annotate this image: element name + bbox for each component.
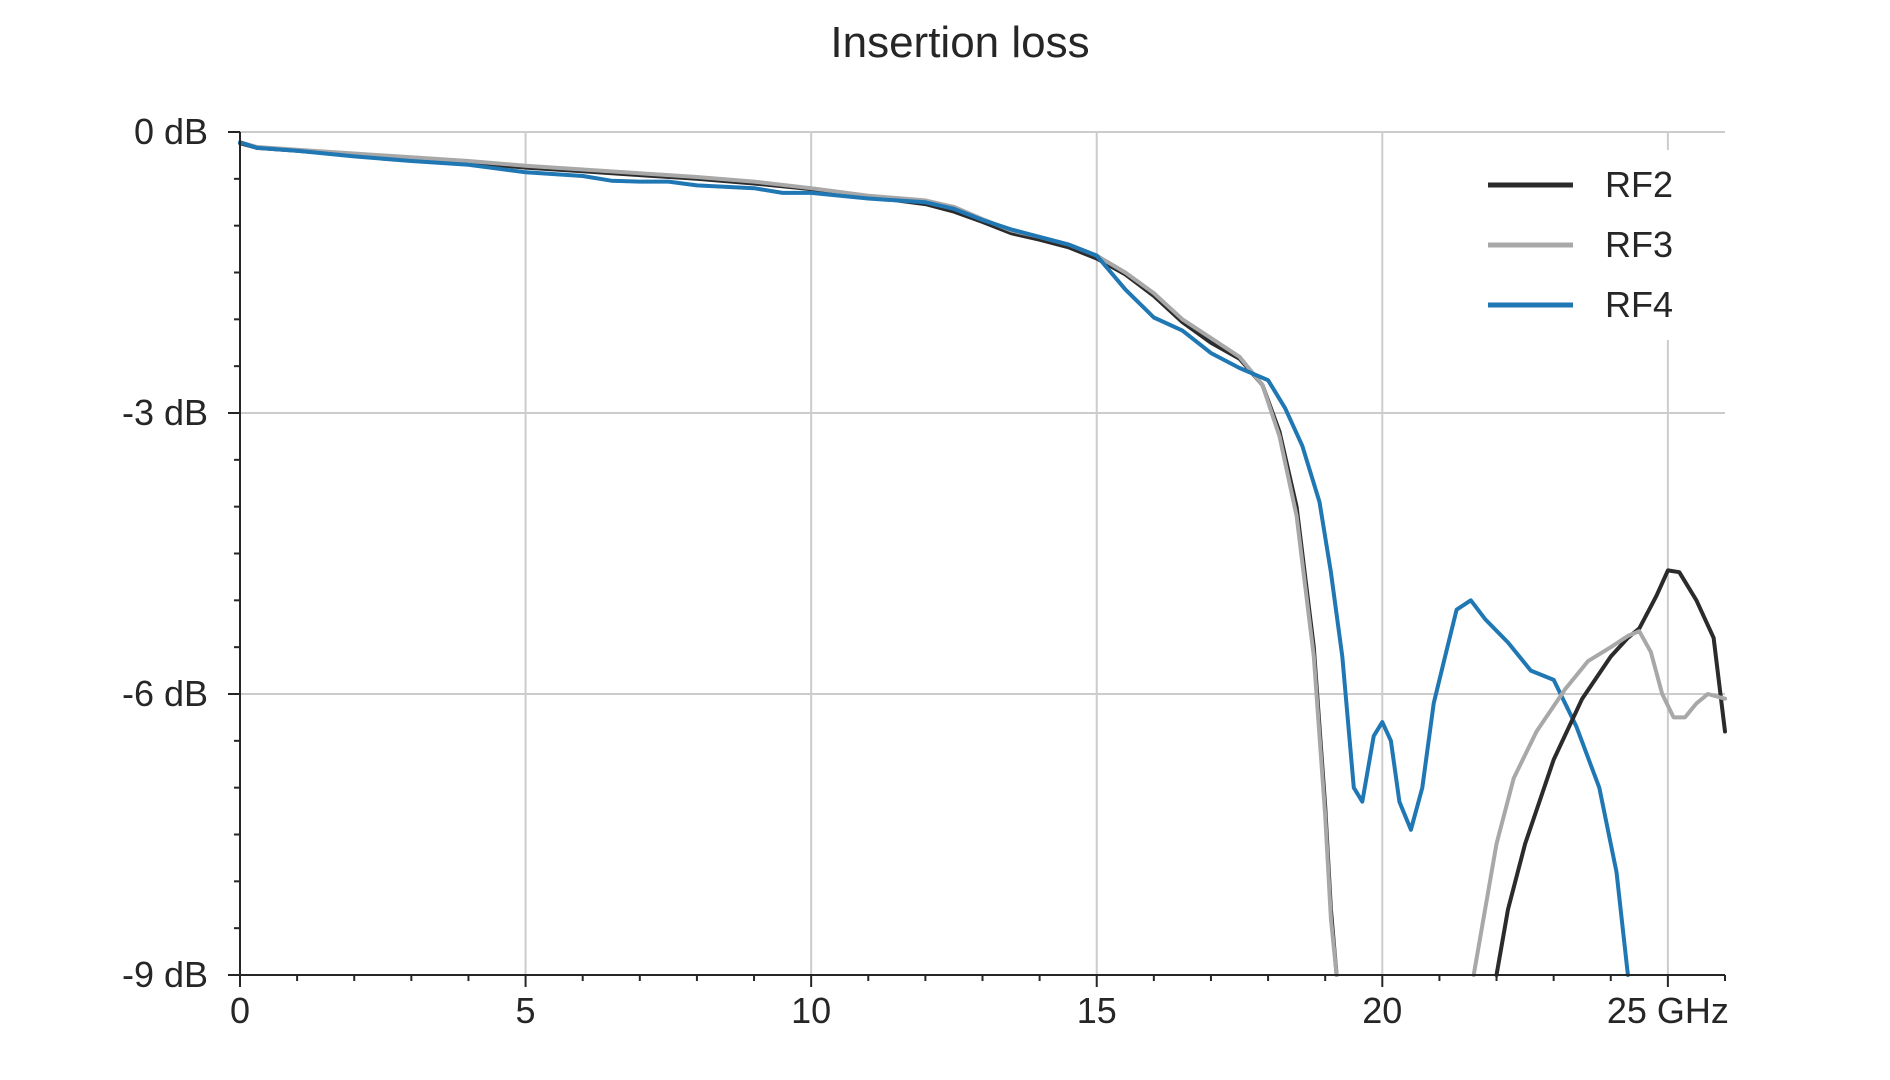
- legend-label: RF4: [1605, 284, 1673, 325]
- x-tick-label: 0: [230, 990, 250, 1031]
- legend-label: RF2: [1605, 164, 1673, 205]
- x-tick-label: 20: [1362, 990, 1402, 1031]
- series-line-rf3-recovery: [1471, 629, 1727, 977]
- series-line-rf2-recovery: [1494, 568, 1727, 977]
- x-tick-label: 10: [791, 990, 831, 1031]
- y-tick-label: 0 dB: [134, 111, 208, 152]
- y-tick-label: -6 dB: [122, 673, 208, 714]
- chart-title: Insertion loss: [830, 18, 1089, 67]
- series-line-rf3: [238, 140, 1339, 977]
- series-line-rf4: [238, 140, 1630, 977]
- y-tick-label: -9 dB: [122, 954, 208, 995]
- series-group: [238, 140, 1727, 977]
- axes: 0 5 10 15 20 25 GHz 0 dB -3 dB -6 dB -9 dB: [122, 111, 1729, 1031]
- x-tick-label: 15: [1077, 990, 1117, 1031]
- legend: RF2 RF3 RF4: [1470, 150, 1710, 340]
- x-tick-label: 5: [516, 990, 536, 1031]
- y-tick-label: -3 dB: [122, 392, 208, 433]
- legend-label: RF3: [1605, 224, 1673, 265]
- series-line-rf2: [238, 141, 1339, 977]
- x-tick-label: 25 GHz: [1607, 990, 1729, 1031]
